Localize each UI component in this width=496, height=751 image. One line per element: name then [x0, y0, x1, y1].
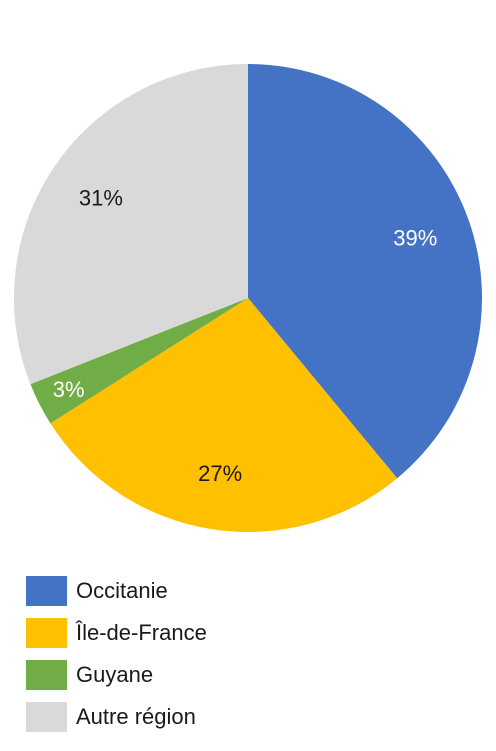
legend-swatch-occitanie: [26, 576, 67, 606]
legend-swatch-ile-de-france: [26, 618, 67, 648]
legend-label-guyane: Guyane: [76, 662, 154, 687]
legend-label-ile-de-france: Île-de-France: [76, 620, 207, 645]
legend-item-autre-region: Autre région: [26, 696, 486, 738]
data-label-ile-de-france: 27%: [198, 461, 242, 486]
legend-item-occitanie: Occitanie: [26, 570, 486, 612]
data-label-guyane: 3%: [53, 377, 85, 402]
pie-data-labels: 39% 27% 3% 31%: [53, 186, 438, 487]
pie-slice-guyane: [30, 298, 249, 424]
pie-slice-occitanie: [248, 64, 483, 479]
pie-slices: [13, 64, 483, 533]
legend-swatch-guyane: [26, 660, 67, 690]
chart-legend: Occitanie Île-de-France Guyane Autre rég…: [26, 570, 486, 738]
legend-item-guyane: Guyane: [26, 654, 486, 696]
legend-swatch-autre-region: [26, 702, 67, 732]
legend-label-occitanie: Occitanie: [76, 578, 168, 603]
data-label-occitanie: 39%: [393, 225, 437, 250]
legend-item-ile-de-france: Île-de-France: [26, 612, 486, 654]
data-label-autre-region: 31%: [79, 186, 123, 211]
pie-slice-autre-region: [13, 64, 249, 385]
pie-slice-ile-de-france: [50, 298, 398, 533]
pie-chart: 39% 27% 3% 31%: [13, 64, 483, 533]
legend-label-autre-region: Autre région: [76, 704, 196, 729]
